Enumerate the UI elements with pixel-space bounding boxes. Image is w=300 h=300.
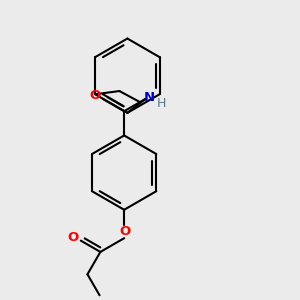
Text: O: O [67,231,78,244]
Text: O: O [119,225,131,238]
Text: H: H [157,98,166,110]
Text: N: N [143,91,155,104]
Text: O: O [89,89,101,102]
